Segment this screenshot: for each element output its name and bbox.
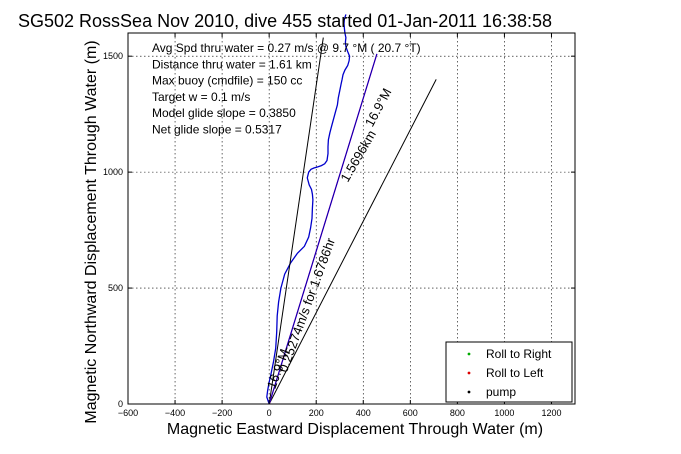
legend-label: Roll to Left [486,366,544,380]
stats-text-block: Avg Spd thru water = 0.27 m/s @ 9.7 °M (… [152,41,421,137]
x-tick-label: −200 [212,408,232,418]
x-tick-label: 200 [309,408,324,418]
stats-line: Max buoy (cmdfile) = 150 cc [152,74,302,88]
legend-label: pump [486,385,516,399]
stats-line: Net glide slope = 0.5317 [152,123,282,137]
x-tick-label: 0 [267,408,272,418]
chart-title: SG502 RossSea Nov 2010, dive 455 started… [18,11,552,31]
x-tick-label: 1200 [541,408,561,418]
tick-layer: −600 −400 −200 0 200 400 600 800 1000 1200 0 500 100… [103,33,575,418]
series-heading-line-16.9M [268,79,437,405]
x-axis-label: Magnetic Eastward Displacement Through W… [167,421,543,438]
x-tick-label: −600 [118,408,138,418]
legend-label: Roll to Right [486,347,552,361]
x-tick-label: 400 [356,408,371,418]
stats-line: Distance thru water = 1.61 km [152,57,312,71]
y-tick-label: 0 [118,399,123,409]
x-tick-label: 1000 [494,408,514,418]
legend: Roll to Right Roll to Left pump [445,341,573,403]
stats-line: Model glide slope = 0.3850 [152,106,296,120]
series-heading-line-16.9M [268,37,324,405]
legend-marker [467,371,471,375]
stats-line: Target w = 0.1 m/s [152,90,250,104]
x-tick-label: 600 [403,408,418,418]
x-tick-label: −400 [165,408,185,418]
series-distance-line-1.5696km [268,53,378,405]
legend-marker [467,352,471,356]
legend-box [445,341,573,403]
y-axis-label: Magnetic Northward Displacement Through … [83,40,100,423]
series-track [266,14,351,405]
stats-line: Avg Spd thru water = 0.27 m/s @ 9.7 °M (… [152,41,421,55]
y-tick-label: 1000 [103,167,123,177]
axes-frame [127,32,576,405]
legend-marker [467,390,471,394]
series-layer [266,14,437,405]
legend-items: Roll to Right Roll to Left pump [467,347,552,399]
y-tick-label: 1500 [103,51,123,61]
x-tick-label: 800 [450,408,465,418]
y-tick-label: 500 [108,283,123,293]
